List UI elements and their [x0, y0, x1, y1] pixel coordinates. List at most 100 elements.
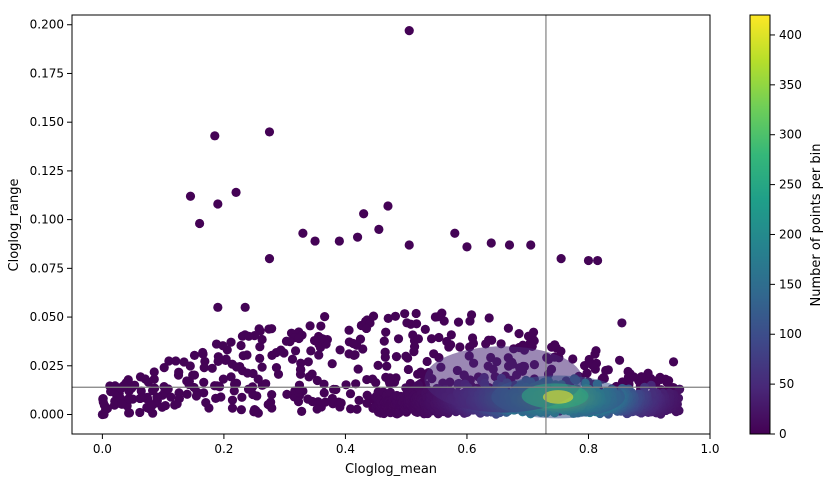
data-point — [584, 354, 594, 365]
data-point — [433, 312, 443, 322]
data-point — [331, 384, 341, 395]
data-point — [242, 368, 253, 378]
data-point — [316, 321, 326, 331]
data-point — [218, 341, 228, 351]
data-point — [211, 393, 221, 403]
data-point — [130, 380, 140, 390]
y-tick-label: 0.000 — [30, 408, 64, 422]
x-tick-label: 0.6 — [457, 442, 476, 456]
data-point — [393, 334, 404, 344]
data-point — [236, 405, 246, 415]
data-point — [327, 393, 337, 404]
colorbar-tick-label: 200 — [779, 227, 802, 241]
data-point — [556, 254, 566, 264]
data-point — [486, 238, 496, 248]
data-point — [335, 345, 345, 355]
density-bin — [542, 390, 574, 404]
data-point — [221, 354, 231, 364]
y-tick-label: 0.100 — [30, 213, 64, 227]
data-point — [582, 368, 592, 378]
data-point — [320, 397, 331, 407]
data-point — [295, 364, 306, 375]
data-point — [466, 310, 477, 320]
data-point — [404, 240, 414, 250]
data-point — [255, 353, 265, 364]
density-layer — [424, 346, 625, 419]
data-point — [444, 342, 454, 352]
data-point — [411, 319, 422, 329]
colorbar-label: Number of points per bin — [809, 144, 824, 307]
data-point — [426, 334, 437, 344]
data-point — [236, 340, 246, 351]
data-point — [110, 381, 120, 391]
data-point — [503, 323, 514, 333]
data-point — [629, 372, 639, 382]
data-point — [446, 330, 456, 340]
data-point — [226, 372, 236, 382]
data-point — [149, 367, 159, 377]
data-point — [255, 342, 265, 352]
data-point — [271, 362, 282, 373]
data-point — [420, 324, 430, 334]
data-point — [282, 389, 292, 400]
data-point — [496, 339, 506, 349]
data-point — [163, 384, 173, 394]
data-point — [293, 397, 304, 407]
data-point — [297, 406, 307, 416]
data-point — [434, 332, 444, 343]
data-point — [159, 362, 169, 373]
colorbar-tick-label: 300 — [779, 128, 802, 142]
data-point — [227, 395, 238, 405]
data-point — [568, 354, 578, 364]
data-point — [664, 375, 674, 386]
data-point — [166, 392, 176, 402]
y-axis: 0.000 0.025 0.050 0.075 0.100 0.125 0.150 0.175… — [30, 18, 72, 422]
data-point — [636, 372, 646, 382]
data-point — [191, 391, 202, 401]
data-point — [462, 242, 472, 252]
data-point — [314, 350, 324, 360]
data-point — [306, 346, 316, 356]
data-point — [383, 201, 393, 211]
data-point — [124, 408, 134, 418]
colorbar-tick-label: 150 — [779, 277, 802, 291]
data-point — [367, 374, 378, 384]
data-point — [294, 384, 305, 394]
data-point — [171, 356, 181, 366]
data-point — [352, 232, 363, 242]
data-point — [404, 25, 414, 36]
x-axis: 0.0 0.2 0.4 0.6 0.8 1.0 — [93, 434, 720, 456]
data-point — [160, 400, 170, 411]
data-point — [381, 327, 391, 337]
plot-frame — [71, 14, 711, 435]
data-point — [294, 333, 304, 344]
data-point — [227, 403, 238, 413]
data-point — [390, 311, 401, 321]
data-point — [526, 240, 536, 250]
data-point — [198, 347, 208, 358]
data-point — [362, 390, 372, 400]
data-point — [244, 331, 254, 341]
data-point — [136, 386, 146, 396]
data-point — [484, 313, 494, 323]
data-point — [310, 236, 320, 246]
data-point — [368, 311, 379, 321]
data-point — [391, 351, 402, 362]
data-point — [261, 379, 271, 389]
data-point — [213, 302, 223, 312]
data-point — [309, 335, 320, 346]
data-point — [199, 377, 209, 387]
data-point — [164, 356, 174, 366]
data-point — [341, 380, 351, 390]
y-tick-label: 0.025 — [30, 359, 64, 373]
data-point — [252, 391, 262, 401]
data-point — [614, 355, 625, 365]
data-point — [199, 363, 209, 373]
data-point — [182, 389, 192, 399]
data-point — [583, 255, 594, 266]
data-point — [403, 364, 413, 375]
data-point — [257, 362, 267, 372]
data-point — [237, 331, 248, 341]
data-point — [316, 333, 327, 344]
data-point — [242, 350, 252, 360]
